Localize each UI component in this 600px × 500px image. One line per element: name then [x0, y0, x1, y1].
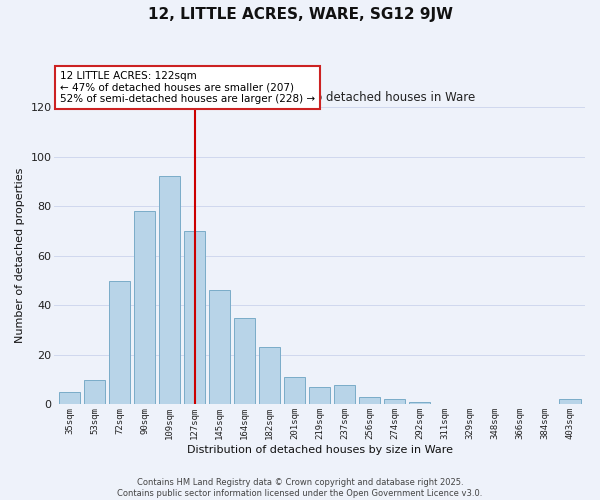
- Bar: [359, 397, 380, 404]
- Bar: [334, 384, 355, 404]
- Bar: [109, 280, 130, 404]
- Bar: [559, 400, 581, 404]
- Bar: [409, 402, 430, 404]
- Bar: [234, 318, 255, 404]
- Title: Size of property relative to detached houses in Ware: Size of property relative to detached ho…: [164, 92, 475, 104]
- Bar: [159, 176, 180, 404]
- X-axis label: Distribution of detached houses by size in Ware: Distribution of detached houses by size …: [187, 445, 453, 455]
- Bar: [134, 211, 155, 404]
- Y-axis label: Number of detached properties: Number of detached properties: [15, 168, 25, 344]
- Bar: [84, 380, 105, 404]
- Bar: [184, 231, 205, 404]
- Bar: [209, 290, 230, 405]
- Bar: [284, 377, 305, 404]
- Text: 12 LITTLE ACRES: 122sqm
← 47% of detached houses are smaller (207)
52% of semi-d: 12 LITTLE ACRES: 122sqm ← 47% of detache…: [60, 71, 315, 104]
- Text: 12, LITTLE ACRES, WARE, SG12 9JW: 12, LITTLE ACRES, WARE, SG12 9JW: [148, 8, 452, 22]
- Bar: [259, 348, 280, 405]
- Bar: [309, 387, 331, 404]
- Bar: [384, 400, 406, 404]
- Text: Contains HM Land Registry data © Crown copyright and database right 2025.
Contai: Contains HM Land Registry data © Crown c…: [118, 478, 482, 498]
- Bar: [59, 392, 80, 404]
